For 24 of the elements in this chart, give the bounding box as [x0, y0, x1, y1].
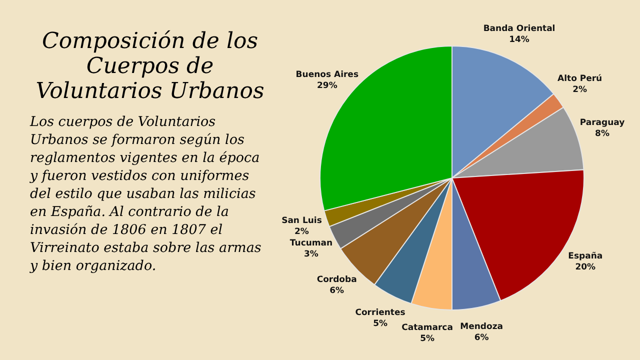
slice-label: España — [568, 252, 603, 262]
data-label: 2% — [572, 85, 588, 96]
slice-label: Corrientes — [355, 308, 406, 318]
data-label: 20% — [575, 262, 596, 273]
data-label: 2% — [294, 226, 310, 237]
slice-label: Banda Oriental — [483, 24, 556, 34]
slice-label: Paraguay — [580, 118, 626, 128]
data-label: 6% — [330, 286, 345, 296]
slice-label: Alto Perú — [558, 74, 602, 84]
text: Composición de los Cuerpos de Voluntarios Urbanos — [36, 29, 264, 104]
slice-label: Buenos Aires — [296, 70, 359, 80]
data-label: 5% — [420, 334, 435, 344]
slice-label: Cordoba — [316, 275, 358, 286]
slice-label: San Luis — [282, 216, 322, 226]
data-label: 3% — [304, 250, 319, 260]
slice-label: Catamarca — [402, 323, 454, 334]
data-label: 6% — [474, 333, 490, 344]
data-label: 14% — [509, 35, 530, 46]
data-label: 5% — [373, 318, 388, 329]
data-label: 8% — [595, 129, 610, 140]
slice-label: Mendoza — [460, 322, 504, 332]
slice-label: Tucuman — [290, 238, 333, 249]
data-label: 29% — [316, 81, 338, 92]
text: Los cuerpos de Voluntarios Urbanos se formaron según los reglamentos vigentes en la época y fueron vestidos con uniformes del estilo que usaban las milicias en España. Al contrario de la invasión de 1806 en 1807 el Virreinato estaba sobre las armas y bien organizado. — [30, 114, 262, 274]
